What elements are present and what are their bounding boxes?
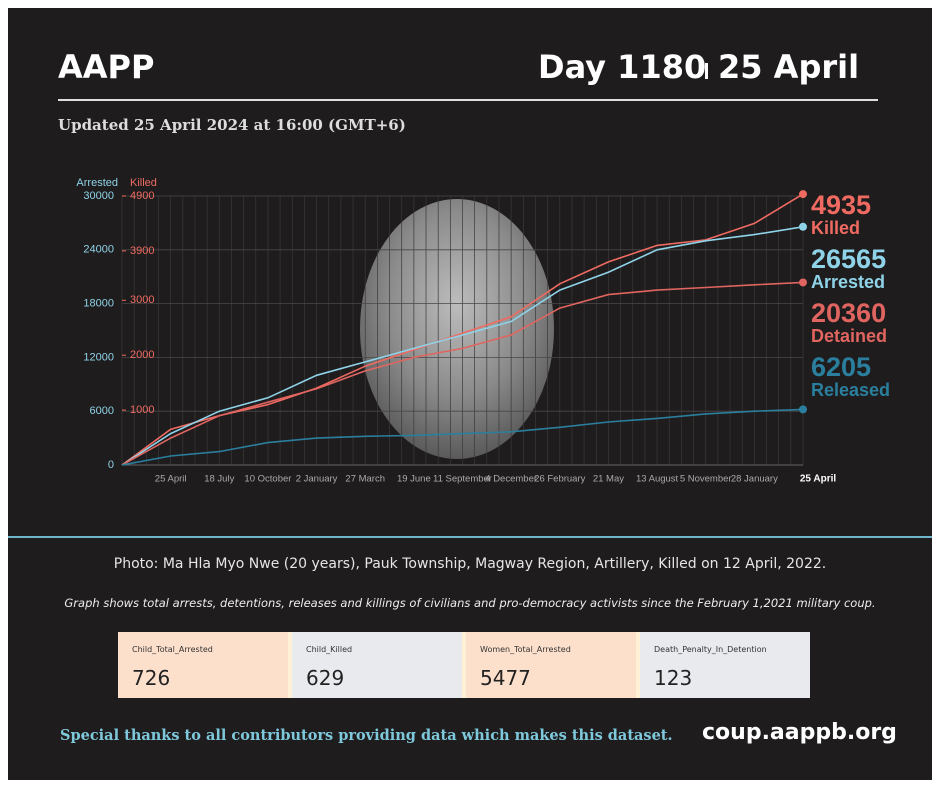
card-value: 123 xyxy=(654,666,693,690)
series-line xyxy=(121,408,804,466)
updated: Updated 25 April 2024 at 16:00 (GMT+6) xyxy=(58,116,406,134)
card-label: Child_Total_Arrested xyxy=(132,645,213,654)
end-marker xyxy=(799,405,807,414)
y2-tick-label: 1000 xyxy=(130,404,154,416)
y-tick-label: 0 xyxy=(108,459,114,471)
y-axis-title: Arrested xyxy=(76,177,118,189)
end-value: 4935 xyxy=(811,190,871,220)
thanks: Special thanks to all contributors provi… xyxy=(60,727,673,744)
header-rule xyxy=(58,99,878,101)
stat-card: Child_Total_Arrested 726 xyxy=(118,632,292,698)
y-tick-label: 30000 xyxy=(83,190,114,202)
end-name: Released xyxy=(811,380,890,400)
x-tick-label: 2 January xyxy=(296,474,338,485)
x-tick-label: 10 October xyxy=(244,474,291,485)
x-tick-label: 13 August xyxy=(636,474,679,485)
y2-tick-label: 3000 xyxy=(130,294,154,306)
x-tick-label: 21 May xyxy=(593,474,624,485)
divider xyxy=(8,536,932,538)
card-value: 629 xyxy=(306,666,345,690)
end-marker xyxy=(799,190,807,199)
photo xyxy=(360,199,554,459)
x-tick-label: 4 December xyxy=(485,474,537,485)
end-value: 20360 xyxy=(811,298,886,328)
y-tick-label: 12000 xyxy=(83,351,114,363)
stat-cards: Child_Total_Arrested 726 Child_Killed 629 Wo… xyxy=(118,632,810,698)
series-line xyxy=(121,281,804,466)
x-tick-label: 26 February xyxy=(534,474,585,485)
title: AAPP xyxy=(58,48,155,86)
card-value: 726 xyxy=(132,666,171,690)
card-value: 5477 xyxy=(480,666,531,690)
x-tick-label: 25 April xyxy=(155,474,187,485)
x-tick-label: 18 July xyxy=(204,474,234,485)
separator xyxy=(705,63,708,79)
y2-axis-title: Killed xyxy=(130,177,157,189)
chart: 0 6000 12000 18000 24000 30000 1000 2000 3000 390… xyxy=(76,177,890,485)
y2-tick-label: 3900 xyxy=(130,245,154,257)
x-tick-label: 11 September xyxy=(433,474,492,485)
series-line xyxy=(121,226,804,466)
day-count: Day 1180 xyxy=(538,48,707,86)
stat-card: Death_Penalty_In_Detention 123 xyxy=(640,632,810,698)
end-value: 6205 xyxy=(811,352,871,382)
card-label: Death_Penalty_In_Detention xyxy=(654,645,767,654)
photo-caption: Photo: Ma Hla Myo Nwe (20 years), Pauk T… xyxy=(113,556,827,572)
end-marker xyxy=(799,278,807,287)
x-tick-label: 27 March xyxy=(345,474,385,485)
y2-tick-label: 4900 xyxy=(130,190,154,202)
infographic: AAPP Day 1180 25 April Updated 25 April … xyxy=(8,8,932,780)
y-tick-label: 24000 xyxy=(83,244,114,256)
stat-card: Women_Total_Arrested 5477 xyxy=(466,632,640,698)
end-marker xyxy=(799,222,807,231)
y-tick-label: 6000 xyxy=(90,405,114,417)
url: coup.aappb.org xyxy=(702,720,897,745)
date: 25 April xyxy=(718,48,860,86)
x-tick-label: 19 June xyxy=(397,474,431,485)
card-label: Women_Total_Arrested xyxy=(480,645,571,654)
y-tick-label: 18000 xyxy=(83,298,114,310)
end-value: 26565 xyxy=(811,244,886,274)
note: Graph shows total arrests, detentions, r… xyxy=(64,596,876,610)
end-name: Killed xyxy=(811,218,860,238)
end-name: Arrested xyxy=(811,272,885,292)
stat-card: Child_Killed 629 xyxy=(292,632,466,698)
end-name: Detained xyxy=(811,326,887,346)
x-tick-label: 25 April xyxy=(800,474,837,485)
x-tick-label: 28 January xyxy=(731,474,778,485)
x-tick-label: 5 November xyxy=(680,474,732,485)
card-label: Child_Killed xyxy=(306,645,353,654)
y2-tick-label: 2000 xyxy=(130,349,154,361)
